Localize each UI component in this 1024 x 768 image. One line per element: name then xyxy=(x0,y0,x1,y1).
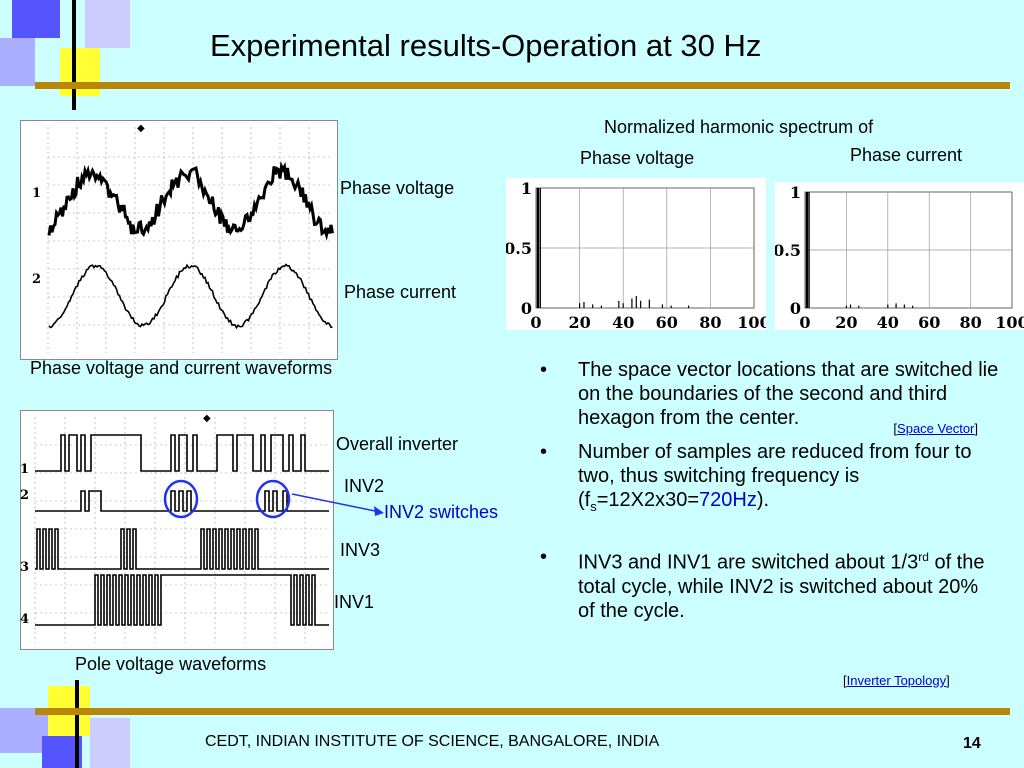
current-spectrum-plot: 10.500 20 40 60 80 100 xyxy=(775,182,1024,330)
bullet-1: The space vector locations that are swit… xyxy=(540,358,1000,430)
bullet-2: Number of samples are reduced from four … xyxy=(540,440,1000,519)
bullet-1-text: The space vector locations that are swit… xyxy=(578,359,998,429)
bullet-3-sup: rd xyxy=(918,550,929,564)
decor-vertical-line xyxy=(72,0,76,110)
channel-2-marker: 2 xyxy=(32,272,41,287)
voltage-spectrum-chart: 1 0.5 0 0 20 40 60 80 100 xyxy=(506,178,766,330)
bullet-list: The space vector locations that are swit… xyxy=(540,358,1000,623)
svg-text:◆: ◆ xyxy=(137,123,145,134)
current-spectrum-chart: 1 0.5 0 0 20 40 60 80 100 xyxy=(775,182,1024,330)
pole-voltage-plot: ◆ xyxy=(21,411,333,649)
footer-vertical-line xyxy=(75,680,79,768)
inv3-trace xyxy=(35,529,329,569)
overall-inverter-trace xyxy=(35,435,329,471)
decor-square-blue xyxy=(12,0,60,38)
inverter-topology-link[interactable]: Inverter Topology xyxy=(847,673,947,688)
svg-text:0: 0 xyxy=(530,313,541,330)
phase-waveform-plot: ◆ xyxy=(21,121,337,359)
svg-text:20: 20 xyxy=(835,313,857,330)
inv3-label: INV3 xyxy=(340,540,380,561)
svg-text:1: 1 xyxy=(521,179,532,198)
bullet-2-text-mid: =12X2x30= xyxy=(597,489,699,511)
annotation-arrow xyxy=(290,490,410,530)
svg-text:100: 100 xyxy=(995,313,1024,330)
footer-decor-lightblue xyxy=(90,718,130,768)
svg-text:0: 0 xyxy=(799,313,810,330)
svg-text:40: 40 xyxy=(612,313,634,330)
scope1-caption: Phase voltage and current waveforms xyxy=(30,358,332,379)
pole-channel-3: 3 xyxy=(20,560,29,575)
decor-square-lightblue xyxy=(85,0,130,48)
svg-text:20: 20 xyxy=(568,313,590,330)
channel-1-marker: 1 xyxy=(32,186,41,201)
phase-waveform-scope: ◆ xyxy=(20,120,338,360)
inv2-switch-circle-1 xyxy=(165,481,197,517)
bullet-2-text-post: ). xyxy=(757,489,769,511)
inv1-label: INV1 xyxy=(334,592,374,613)
voltage-spectrum-plot: 10.500 20 40 60 80 100 xyxy=(506,178,766,330)
svg-text:100: 100 xyxy=(737,313,766,330)
pole-channel-2: 2 xyxy=(20,488,29,503)
overall-inverter-label: Overall inverter xyxy=(336,434,458,455)
svg-text:60: 60 xyxy=(918,313,940,330)
spectrum-right-label: Phase current xyxy=(850,145,962,166)
phase-current-trace xyxy=(49,265,333,328)
svg-text:◆: ◆ xyxy=(203,413,211,424)
scope2-caption: Pole voltage waveforms xyxy=(75,654,266,675)
svg-text:1: 1 xyxy=(790,183,801,202)
pole-channel-1: 1 xyxy=(20,462,29,477)
footer-divider xyxy=(35,708,1010,715)
pole-channel-4: 4 xyxy=(20,612,29,627)
svg-text:0.5: 0.5 xyxy=(775,241,801,260)
bullet-3-text-pre: INV3 and INV1 are switched about 1/3 xyxy=(578,552,918,574)
svg-text:40: 40 xyxy=(877,313,899,330)
phase-current-label: Phase current xyxy=(344,282,456,303)
svg-text:0.5: 0.5 xyxy=(506,239,532,258)
bullet-3: INV3 and INV1 are switched about 1/3rd o… xyxy=(540,545,1000,623)
svg-text:80: 80 xyxy=(699,313,721,330)
phase-voltage-label: Phase voltage xyxy=(340,178,454,199)
phase-voltage-trace xyxy=(49,166,333,235)
decor-square-lavender xyxy=(0,38,35,86)
pole-voltage-scope: ◆ xyxy=(20,410,334,650)
spectrum-heading: Normalized harmonic spectrum of xyxy=(604,117,873,138)
svg-text:60: 60 xyxy=(656,313,678,330)
spectrum-left-label: Phase voltage xyxy=(580,148,694,169)
page-title: Experimental results-Operation at 30 Hz xyxy=(210,28,761,64)
inv1-trace xyxy=(35,575,329,625)
page-number: 14 xyxy=(963,735,981,753)
switching-frequency: 720Hz xyxy=(699,489,757,511)
inverter-topology-ref: [Inverter Topology] xyxy=(843,673,950,688)
footer-text: CEDT, INDIAN INSTITUTE OF SCIENCE, BANGA… xyxy=(205,733,659,751)
svg-text:80: 80 xyxy=(959,313,981,330)
title-divider xyxy=(35,82,1010,89)
